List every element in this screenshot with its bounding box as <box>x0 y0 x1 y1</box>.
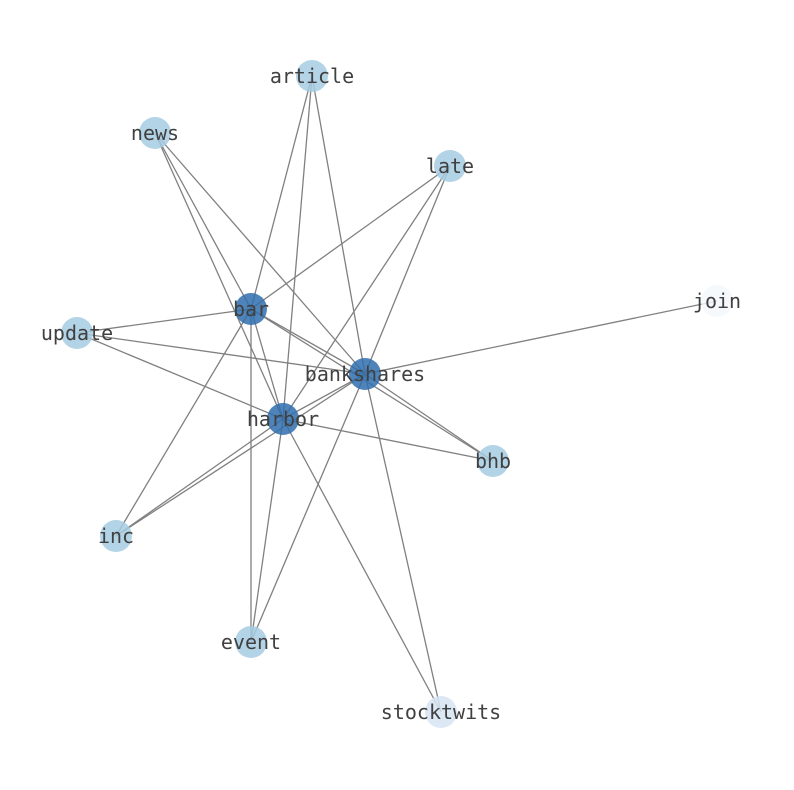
node-update[interactable] <box>61 317 93 349</box>
edge-harbor-inc <box>115 418 284 537</box>
node-late[interactable] <box>434 150 466 182</box>
edge-bar-inc <box>115 308 252 537</box>
node-label-update: update <box>41 321 113 345</box>
edge-news-bar <box>154 132 252 310</box>
node-label-bar: bar <box>233 297 269 321</box>
edge-harbor-event <box>250 418 284 643</box>
node-bhb[interactable] <box>477 445 509 477</box>
node-bankshares[interactable] <box>349 358 381 390</box>
edge-late-harbor <box>282 165 451 420</box>
edge-article-bankshares <box>311 75 366 375</box>
edge-news-bankshares <box>154 132 366 375</box>
node-label-news: news <box>131 121 179 145</box>
node-harbor[interactable] <box>267 403 299 435</box>
node-article[interactable] <box>296 60 328 92</box>
node-label-late: late <box>426 154 474 178</box>
edge-article-harbor <box>282 75 313 420</box>
node-stocktwits[interactable] <box>425 696 457 728</box>
edge-bankshares-inc <box>115 373 366 537</box>
node-news[interactable] <box>139 117 171 149</box>
edge-late-bar <box>250 165 451 310</box>
edge-article-bar <box>250 75 313 310</box>
node-label-article: article <box>270 64 354 88</box>
edge-harbor-bhb <box>282 418 494 462</box>
edge-update-bar <box>76 308 252 334</box>
node-label-inc: inc <box>98 524 134 548</box>
edge-update-bankshares <box>76 332 366 375</box>
edge-bar-bankshares <box>250 308 366 375</box>
node-event[interactable] <box>235 626 267 658</box>
node-label-harbor: harbor <box>247 407 319 431</box>
node-label-stocktwits: stocktwits <box>381 700 501 724</box>
edge-news-harbor <box>154 132 284 420</box>
edge-bar-harbor <box>250 308 284 420</box>
node-bar[interactable] <box>235 293 267 325</box>
node-label-bankshares: bankshares <box>305 362 425 386</box>
edge-bankshares-stocktwits <box>364 373 442 713</box>
nodes-layer <box>61 60 733 728</box>
node-label-event: event <box>221 630 281 654</box>
edge-update-harbor <box>76 332 284 420</box>
edges-layer <box>76 75 718 713</box>
node-inc[interactable] <box>100 520 132 552</box>
labels-layer: article news late join bar update bankshares ha… <box>41 64 741 724</box>
node-label-bhb: bhb <box>475 449 511 473</box>
node-label-join: join <box>693 289 741 313</box>
edge-join-bankshares <box>364 300 718 375</box>
edge-harbor-stocktwits <box>282 418 442 713</box>
edge-late-bankshares <box>364 165 451 375</box>
node-join[interactable] <box>701 285 733 317</box>
edge-bankshares-event <box>250 373 366 643</box>
edge-bankshares-bhb <box>364 373 494 462</box>
